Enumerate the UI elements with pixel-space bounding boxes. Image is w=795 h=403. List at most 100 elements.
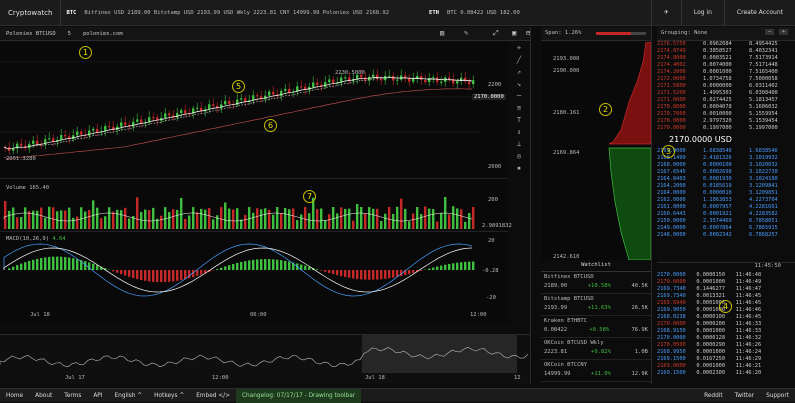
twitter-link[interactable]: Twitter — [729, 393, 760, 399]
crosshair-icon[interactable]: + — [508, 44, 530, 56]
range-navigator[interactable]: Jul 17 12:00 Jul 18 12 — [0, 334, 530, 384]
ray-tool-icon[interactable]: ↗ — [508, 68, 530, 80]
language-select[interactable]: English ^ — [109, 393, 149, 399]
app-title[interactable]: Cryptowatch — [0, 0, 61, 26]
price-chart[interactable]: 2200 2170.0000 2000 2230.5000 2051.3280 — [0, 42, 508, 177]
settings-icon[interactable]: ✈ — [651, 0, 681, 26]
macd-panel[interactable]: MACD(10,26,9) 4.64 20 -0.28 -20 — [0, 231, 508, 309]
hotkeys-menu[interactable]: Hotkeys ^ — [148, 393, 190, 399]
plus-icon[interactable]: + — [779, 29, 788, 35]
support-link[interactable]: Support — [760, 393, 795, 399]
reddit-link[interactable]: Reddit — [698, 393, 729, 399]
volume-panel[interactable]: Volume 165.40 200 2.9891832 — [0, 178, 508, 230]
minus-icon[interactable]: − — [765, 29, 774, 35]
footer-api[interactable]: API — [87, 393, 108, 399]
grouping-select[interactable]: Grouping: None — [661, 30, 707, 36]
text-tool-icon[interactable]: T — [508, 116, 530, 128]
eye-icon[interactable]: ◎ — [508, 152, 530, 164]
changelog-link[interactable]: Changelog: 07/17/17 - Drawing toolbar — [236, 389, 361, 403]
trend-tool-icon[interactable]: ↘ — [508, 80, 530, 92]
macd-bar — [160, 270, 162, 282]
market-select[interactable]: Poloniex BTCUSD — [0, 31, 62, 37]
trade-cell: 11:46:21 — [736, 363, 775, 370]
chart-type-icon[interactable]: ▥ — [434, 29, 450, 37]
trade-cell: 0.0000128 — [696, 335, 735, 342]
horizontal-tool-icon[interactable]: ─ — [508, 92, 530, 104]
close-icon[interactable]: ⊟ — [520, 29, 536, 37]
macd-tick-neg20: -20 — [486, 295, 496, 301]
footer-terms[interactable]: Terms — [58, 393, 87, 399]
trash-icon[interactable]: ▪ — [508, 164, 530, 176]
line-tool-icon[interactable]: ╱ — [508, 56, 530, 68]
depth-chart[interactable]: 2193.000 2190.000 2180.161 2169.864 2142… — [541, 42, 651, 260]
fullscreen-icon[interactable]: ⤢ — [487, 29, 505, 38]
candle — [240, 98, 242, 99]
magnet-icon[interactable]: ⊥ — [508, 140, 530, 152]
volume-bar — [344, 209, 346, 229]
embed-link[interactable]: Embed </> — [190, 393, 236, 399]
create-account-link[interactable]: Create Account — [724, 0, 795, 26]
login-link[interactable]: Log in — [681, 0, 724, 26]
footer-home[interactable]: Home — [0, 393, 29, 399]
depth-span[interactable]: Span: 1.26% — [545, 30, 581, 36]
footer-about[interactable]: About — [29, 393, 58, 399]
fib-tool-icon[interactable]: ≡ — [508, 104, 530, 116]
macd-bar — [128, 270, 130, 277]
external-url[interactable]: poloniex.com — [77, 31, 129, 37]
depth-span-slider[interactable] — [596, 32, 646, 35]
measure-tool-icon[interactable]: ↕ — [508, 128, 530, 140]
macd-bar — [260, 259, 262, 270]
pencil-icon[interactable]: ✎ — [458, 29, 474, 37]
annotation-badge: 5 — [232, 80, 245, 93]
interval-select[interactable]: 5 — [62, 31, 77, 37]
